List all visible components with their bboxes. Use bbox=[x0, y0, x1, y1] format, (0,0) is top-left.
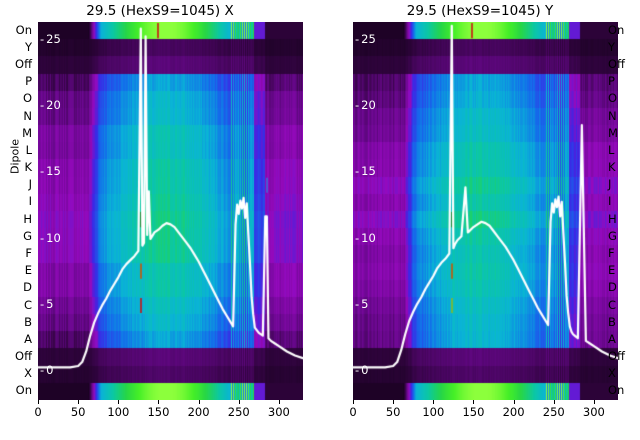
dipole-label-11: H bbox=[608, 211, 617, 226]
dipole-label-2: Off bbox=[608, 56, 625, 71]
xtick-label-150: 150 bbox=[462, 405, 485, 419]
panel-x-heatmap-canvas bbox=[38, 22, 303, 400]
xtick-mark-0 bbox=[353, 400, 354, 404]
dipole-label-7: L bbox=[608, 142, 615, 157]
dipole-label-19: Off bbox=[15, 349, 32, 364]
dipole-label-21: On bbox=[15, 383, 32, 398]
dipole-label-1: Y bbox=[608, 39, 616, 54]
dipole-label-13: F bbox=[608, 245, 615, 260]
dipole-label-21: On bbox=[608, 383, 625, 398]
xtick-label-0: 0 bbox=[34, 405, 42, 419]
dipole-label-17: B bbox=[24, 314, 32, 329]
xtick-label-300: 300 bbox=[582, 405, 605, 419]
xtick-mark-200 bbox=[513, 400, 515, 404]
xtick-label-300: 300 bbox=[267, 405, 290, 419]
dipole-label-2: Off bbox=[15, 56, 32, 71]
dipole-label-18: A bbox=[608, 331, 616, 346]
dipole-label-9: J bbox=[608, 177, 612, 192]
panel-y-axis: 0 50 100 150 200 250 300 bbox=[349, 400, 618, 438]
panel-y-heatmap[interactable] bbox=[353, 22, 618, 400]
xtick-mark-250 bbox=[238, 400, 240, 404]
dipole-label-6: M bbox=[22, 125, 32, 140]
xtick-label-50: 50 bbox=[70, 405, 86, 419]
dipole-label-8: K bbox=[608, 160, 616, 175]
panel-x-title: 29.5 (HexS9=1045) X bbox=[86, 3, 234, 19]
dipole-label-6: M bbox=[608, 125, 618, 140]
xtick-mark-0 bbox=[38, 400, 39, 404]
dipole-label-11: H bbox=[23, 211, 32, 226]
xtick-mark-200 bbox=[198, 400, 200, 404]
xtick-mark-250 bbox=[553, 400, 555, 404]
dipole-label-7: L bbox=[25, 142, 32, 157]
dipole-label-0: On bbox=[608, 22, 625, 37]
xtick-mark-300 bbox=[278, 400, 280, 404]
panel-y: 29.5 (HexS9=1045) Y -0-5-10-15-20-25 0 50… bbox=[320, 0, 640, 440]
xtick-mark-100 bbox=[433, 400, 435, 404]
xtick-label-250: 250 bbox=[227, 405, 250, 419]
panel-x: 29.5 (HexS9=1045) X -0-5-10-15-20-25 0 50… bbox=[34, 3, 303, 438]
dipole-label-10: I bbox=[608, 194, 612, 209]
dipole-label-18: A bbox=[24, 331, 32, 346]
dipole-label-4: O bbox=[608, 91, 618, 106]
dipole-label-3: P bbox=[25, 74, 32, 89]
xtick-label-50: 50 bbox=[385, 405, 401, 419]
dipole-label-5: N bbox=[608, 108, 617, 123]
xtick-label-250: 250 bbox=[542, 405, 565, 419]
xtick-label-150: 150 bbox=[147, 405, 170, 419]
xtick-label-200: 200 bbox=[187, 405, 210, 419]
dipole-label-4: O bbox=[22, 91, 32, 106]
dipole-label-12: G bbox=[23, 228, 32, 243]
dipole-label-16: C bbox=[608, 297, 617, 312]
panel-x-heatmap[interactable] bbox=[38, 22, 303, 400]
dipole-label-9: J bbox=[28, 177, 32, 192]
dipole-label-12: G bbox=[608, 228, 617, 243]
xtick-mark-300 bbox=[593, 400, 595, 404]
panel-y-heatmap-canvas bbox=[353, 22, 618, 400]
dipole-label-14: E bbox=[24, 263, 32, 278]
dipole-label-20: X bbox=[608, 366, 616, 381]
dipole-label-10: I bbox=[28, 194, 32, 209]
xtick-mark-100 bbox=[118, 400, 120, 404]
panel-x-axis: 0 50 100 150 200 250 300 bbox=[34, 400, 303, 438]
xtick-mark-50 bbox=[78, 400, 80, 404]
panel-y-title: 29.5 (HexS9=1045) Y bbox=[406, 3, 554, 19]
dipole-label-16: C bbox=[23, 297, 32, 312]
dipole-labels-left: On Y Off P O N M L K J I H G F E D C B A Off X On bbox=[2, 22, 36, 400]
dipole-label-15: D bbox=[608, 280, 617, 295]
dipole-label-14: E bbox=[608, 263, 616, 278]
dipole-label-13: F bbox=[25, 245, 32, 260]
xtick-mark-150 bbox=[158, 400, 160, 404]
dipole-label-20: X bbox=[24, 366, 32, 381]
xtick-mark-50 bbox=[393, 400, 395, 404]
xtick-label-100: 100 bbox=[107, 405, 130, 419]
xtick-label-200: 200 bbox=[502, 405, 525, 419]
xtick-mark-150 bbox=[473, 400, 475, 404]
dipole-label-8: K bbox=[24, 160, 32, 175]
dipole-label-1: Y bbox=[24, 39, 32, 54]
xtick-label-0: 0 bbox=[349, 405, 357, 419]
dipole-label-15: D bbox=[23, 280, 32, 295]
dipole-label-5: N bbox=[23, 108, 32, 123]
dipole-labels-right: On Y Off P O N M L K J I H G F E D C B A Off X On bbox=[604, 22, 638, 400]
dipole-label-3: P bbox=[608, 74, 615, 89]
dipole-label-19: Off bbox=[608, 349, 625, 364]
xtick-label-100: 100 bbox=[422, 405, 445, 419]
dipole-label-0: On bbox=[15, 22, 32, 37]
dipole-label-17: B bbox=[608, 314, 616, 329]
